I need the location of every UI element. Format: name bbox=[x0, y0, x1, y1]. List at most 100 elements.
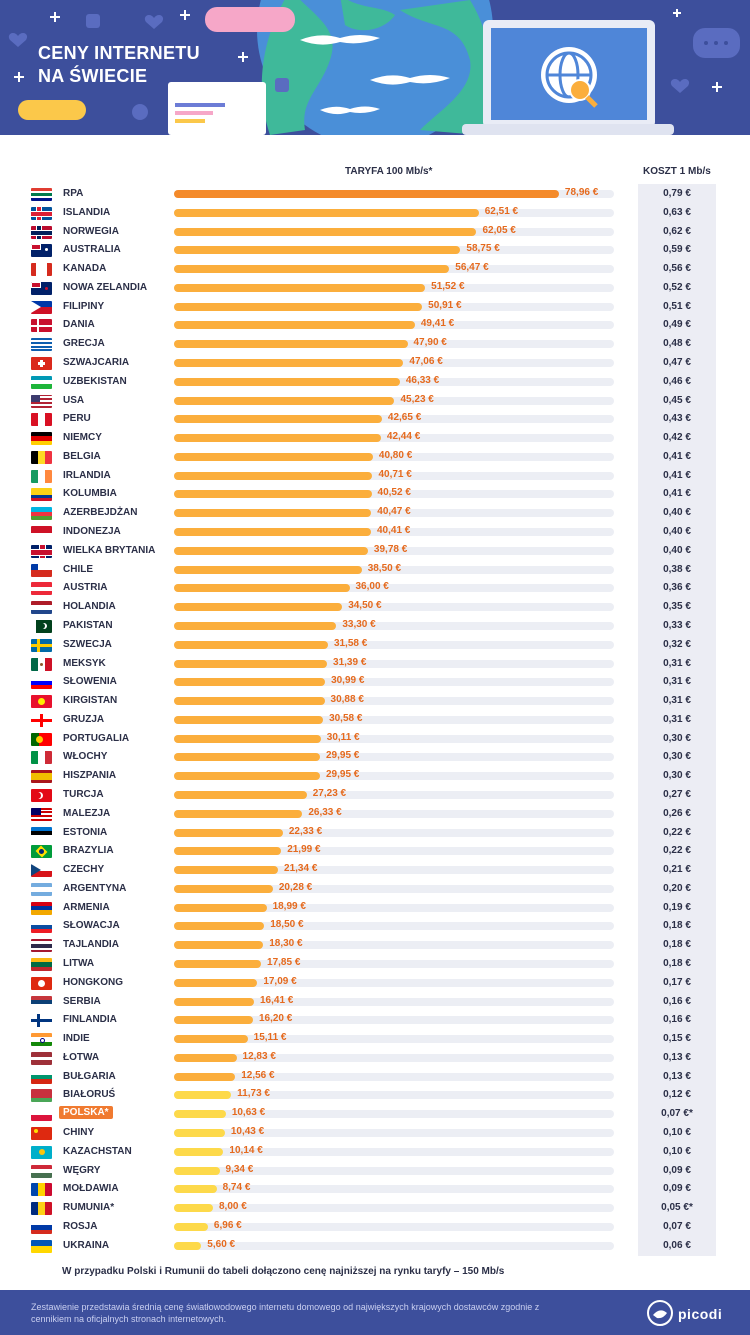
tariff-bar bbox=[174, 1053, 237, 1062]
bar-track bbox=[174, 1185, 614, 1194]
tariff-value-label: 39,78 € bbox=[373, 543, 408, 555]
speech-bubble-icon bbox=[18, 100, 86, 120]
country-label: INDONEZJA bbox=[63, 526, 121, 538]
tariff-value-label: 49,41 € bbox=[420, 318, 455, 330]
country-label: SŁOWACJA bbox=[63, 920, 120, 932]
country-label: USA bbox=[63, 394, 85, 406]
flag-icon bbox=[31, 281, 52, 295]
tariff-value-label: 33,30 € bbox=[342, 618, 376, 630]
speech-bubble-icon bbox=[205, 7, 295, 32]
bar-track bbox=[174, 828, 614, 837]
chart-row: NORWEGIA 62,05 € 0,62 € bbox=[0, 223, 750, 242]
tariff-bar bbox=[174, 1091, 232, 1100]
tariff-bar bbox=[174, 753, 320, 762]
country-label: FINLANDIA bbox=[63, 1014, 117, 1026]
country-label: CZECHY bbox=[63, 864, 105, 876]
tariff-bar bbox=[174, 528, 371, 537]
flag-icon bbox=[31, 619, 52, 633]
tariff-value-label: 40,41 € bbox=[376, 525, 411, 537]
cost-per-mbps-value: 0,16 € bbox=[663, 995, 691, 1007]
flag-icon bbox=[31, 807, 52, 821]
brand-logo: picodi bbox=[645, 1298, 722, 1333]
country-label: NIEMCY bbox=[63, 432, 102, 444]
chart-row: IRLANDIA 40,71 € 0,41 € bbox=[0, 467, 750, 486]
tariff-value-label: 8,74 € bbox=[222, 1182, 251, 1194]
tariff-bar bbox=[174, 190, 559, 198]
chart-row: GRUZJA 30,58 € 0,31 € bbox=[0, 711, 750, 730]
flag-icon bbox=[31, 526, 52, 540]
country-label: ROSJA bbox=[63, 1220, 98, 1232]
tariff-value-label: 22,33 € bbox=[288, 825, 323, 837]
country-label: MOŁDAWIA bbox=[63, 1183, 119, 1195]
cost-per-mbps-value: 0,32 € bbox=[663, 638, 691, 650]
bar-track bbox=[174, 603, 614, 612]
cost-per-mbps-value: 0,27 € bbox=[663, 788, 691, 800]
tariff-bar bbox=[174, 490, 372, 499]
flag-icon bbox=[31, 751, 52, 765]
like-icon bbox=[86, 14, 100, 28]
bar-track bbox=[174, 697, 614, 706]
tariff-value-label: 62,51 € bbox=[484, 205, 519, 217]
country-label: BELGIA bbox=[63, 450, 101, 462]
tariff-value-label: 18,50 € bbox=[270, 919, 304, 931]
bar-track bbox=[174, 640, 614, 649]
tariff-value-label: 17,09 € bbox=[263, 975, 297, 987]
cost-per-mbps-value: 0,30 € bbox=[663, 732, 691, 744]
cost-per-mbps-value: 0,31 € bbox=[663, 713, 691, 725]
flag-icon bbox=[31, 225, 52, 239]
cost-per-mbps-value: 0,38 € bbox=[663, 563, 691, 575]
tariff-bar bbox=[174, 847, 282, 856]
flag-icon bbox=[31, 1145, 52, 1159]
flag-icon bbox=[31, 732, 52, 746]
country-label: UKRAINA bbox=[63, 1239, 110, 1251]
cost-per-mbps-value: 0,46 € bbox=[663, 375, 691, 387]
tariff-bar bbox=[174, 546, 368, 555]
bar-track bbox=[174, 565, 614, 574]
chart-row: CHILE 38,50 € 0,38 € bbox=[0, 561, 750, 580]
chart-row: INDIE 15,11 € 0,15 € bbox=[0, 1030, 750, 1049]
sparkle-icon bbox=[14, 9, 722, 92]
country-label: DANIA bbox=[63, 319, 95, 331]
country-label: BIAŁORUŚ bbox=[63, 1089, 116, 1101]
cost-per-mbps-value: 0,41 € bbox=[663, 469, 691, 481]
tariff-bar bbox=[174, 1110, 226, 1119]
flag-icon bbox=[31, 901, 52, 915]
tariff-value-label: 51,52 € bbox=[431, 280, 465, 292]
country-label: MEKSYK bbox=[63, 657, 106, 669]
cost-per-mbps-value: 0,51 € bbox=[663, 300, 691, 312]
chart-row: INDONEZJA 40,41 € 0,40 € bbox=[0, 523, 750, 542]
flag-icon bbox=[31, 976, 52, 990]
chart-row: MALEZJA 26,33 € 0,26 € bbox=[0, 805, 750, 824]
country-label: ESTONIA bbox=[63, 826, 108, 838]
browser-window-icon bbox=[168, 82, 266, 135]
flag-icon bbox=[31, 488, 52, 502]
tariff-bar bbox=[174, 828, 283, 837]
cost-per-mbps-value: 0,12 € bbox=[663, 1089, 691, 1101]
bar-track bbox=[174, 959, 614, 968]
tariff-value-label: 38,50 € bbox=[367, 562, 402, 574]
country-label: ŁOTWA bbox=[63, 1051, 100, 1063]
bar-track bbox=[174, 997, 614, 1006]
flag-icon bbox=[31, 544, 52, 558]
cost-per-mbps-value: 0,09 € bbox=[663, 1183, 691, 1195]
bar-track bbox=[174, 584, 614, 593]
country-label: KIRGISTAN bbox=[63, 695, 118, 707]
flag-icon bbox=[31, 601, 52, 615]
tariff-value-label: 21,99 € bbox=[287, 844, 321, 856]
chart-row: FILIPINY 50,91 € 0,51 € bbox=[0, 298, 750, 317]
chart-row: PERU 42,65 € 0,43 € bbox=[0, 410, 750, 429]
chart-row: NIEMCY 42,44 € 0,42 € bbox=[0, 429, 750, 448]
country-label: AUSTRIA bbox=[63, 582, 108, 594]
tariff-value-label: 10,14 € bbox=[229, 1144, 263, 1156]
cost-per-mbps-value: 0,18 € bbox=[663, 920, 691, 932]
tariff-value-label: 40,47 € bbox=[377, 506, 411, 518]
country-label: SZWECJA bbox=[63, 638, 112, 650]
flag-icon bbox=[31, 432, 52, 446]
cost-per-mbps-value: 0,62 € bbox=[663, 225, 691, 237]
cost-per-mbps-value: 0,47 € bbox=[663, 357, 691, 369]
cost-per-mbps-value: 0,18 € bbox=[663, 939, 691, 951]
tariff-value-label: 16,41 € bbox=[259, 994, 294, 1006]
cost-per-mbps-value: 0,05 €* bbox=[661, 1202, 693, 1214]
country-label: IRLANDIA bbox=[63, 469, 111, 481]
flag-icon bbox=[31, 375, 52, 389]
